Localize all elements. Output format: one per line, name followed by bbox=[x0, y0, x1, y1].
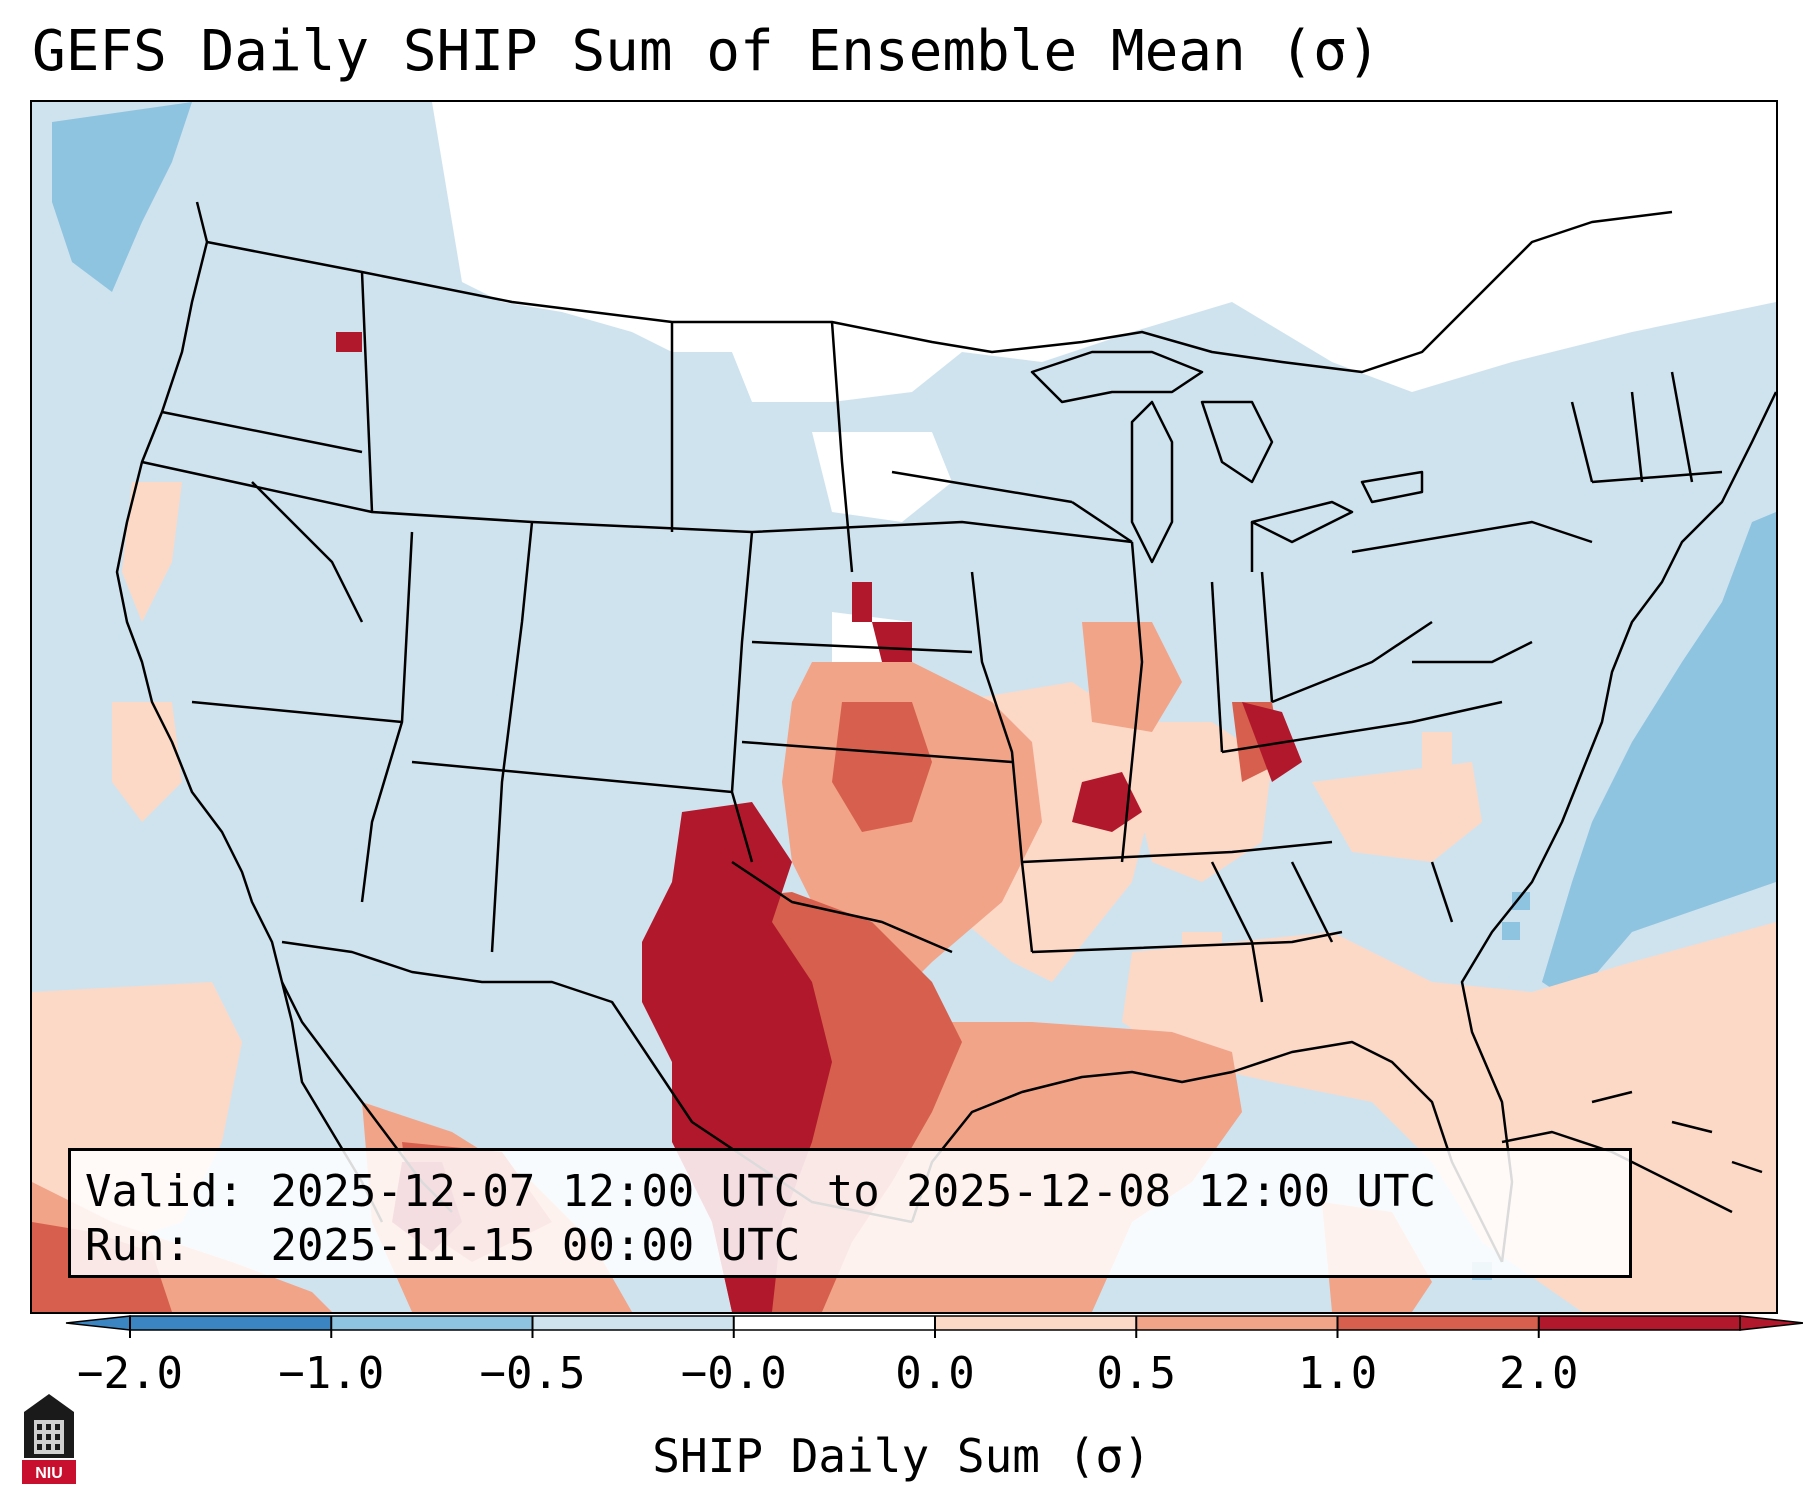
colorbar-tick-label: −1.0 bbox=[278, 1348, 384, 1399]
lake-erie bbox=[1250, 500, 1354, 544]
colorbar-tick-label: 1.0 bbox=[1298, 1348, 1377, 1399]
atlantic-coastline bbox=[1460, 391, 1776, 1263]
lake-huron bbox=[1200, 400, 1274, 484]
colorbar-segment bbox=[1136, 1316, 1338, 1330]
lake-michigan bbox=[1130, 400, 1174, 564]
colorbar-label: SHIP Daily Sum (σ) bbox=[652, 1429, 1151, 1483]
colorbar-tick-label: −2.0 bbox=[77, 1348, 183, 1399]
gulf-coastline bbox=[910, 1040, 1504, 1263]
run-time-line: Run: 2025-11-15 00:00 UTC bbox=[85, 1219, 800, 1273]
colorbar: −2.0 −1.0 −0.5 −0.0 0.0 0.5 1.0 2.0 bbox=[65, 1315, 1803, 1399]
valid-label: Valid: bbox=[85, 1166, 244, 1217]
lake-superior bbox=[1030, 350, 1204, 404]
colorbar-tick-label: 0.0 bbox=[895, 1348, 974, 1399]
colorbar-segment bbox=[130, 1316, 332, 1330]
colorbar-extend-low bbox=[65, 1315, 131, 1331]
niu-logo-icon: NIU bbox=[22, 1394, 76, 1484]
colorbar-segment bbox=[532, 1316, 734, 1330]
colorbar-ticks: −2.0 −1.0 −0.5 −0.0 0.0 0.5 1.0 2.0 bbox=[77, 1316, 1578, 1399]
run-value: 2025-11-15 00:00 UTC bbox=[270, 1220, 801, 1271]
map-title: GEFS Daily SHIP Sum of Ensemble Mean (σ) bbox=[32, 19, 1381, 84]
colorbar-segment bbox=[733, 1316, 935, 1330]
colorbar-segment bbox=[1337, 1316, 1539, 1330]
valid-time-line: Valid: 2025-12-07 12:00 UTC to 2025-12-0… bbox=[85, 1165, 1436, 1219]
logo-text: NIU bbox=[35, 1465, 63, 1482]
validity-info-box: Valid: 2025-12-07 12:00 UTC to 2025-12-0… bbox=[68, 1148, 1632, 1278]
colorbar-tick-label: −0.0 bbox=[681, 1348, 787, 1399]
canada-border bbox=[206, 210, 1673, 374]
colorbar-segment bbox=[331, 1316, 533, 1330]
map-canvas bbox=[32, 102, 1776, 1312]
colorbar-extend-high bbox=[1739, 1315, 1803, 1331]
run-label: Run: bbox=[85, 1220, 191, 1271]
colorbar-tick-label: −0.5 bbox=[480, 1348, 586, 1399]
caribbean-islands bbox=[1591, 1090, 1763, 1174]
near-zero-field bbox=[432, 102, 1776, 672]
map-panel bbox=[30, 100, 1778, 1314]
lake-ontario bbox=[1360, 470, 1424, 504]
colorbar-tick-label: 2.0 bbox=[1499, 1348, 1578, 1399]
colorbar-segments bbox=[65, 1315, 1803, 1331]
valid-value: 2025-12-07 12:00 UTC to 2025-12-08 12:00… bbox=[270, 1166, 1437, 1217]
political-boundaries bbox=[115, 201, 1776, 1263]
colorbar-tick-label: 0.5 bbox=[1097, 1348, 1176, 1399]
colorbar-segment bbox=[1538, 1316, 1740, 1330]
pacific-coastline bbox=[115, 201, 453, 1213]
colorbar-segment bbox=[935, 1316, 1137, 1330]
